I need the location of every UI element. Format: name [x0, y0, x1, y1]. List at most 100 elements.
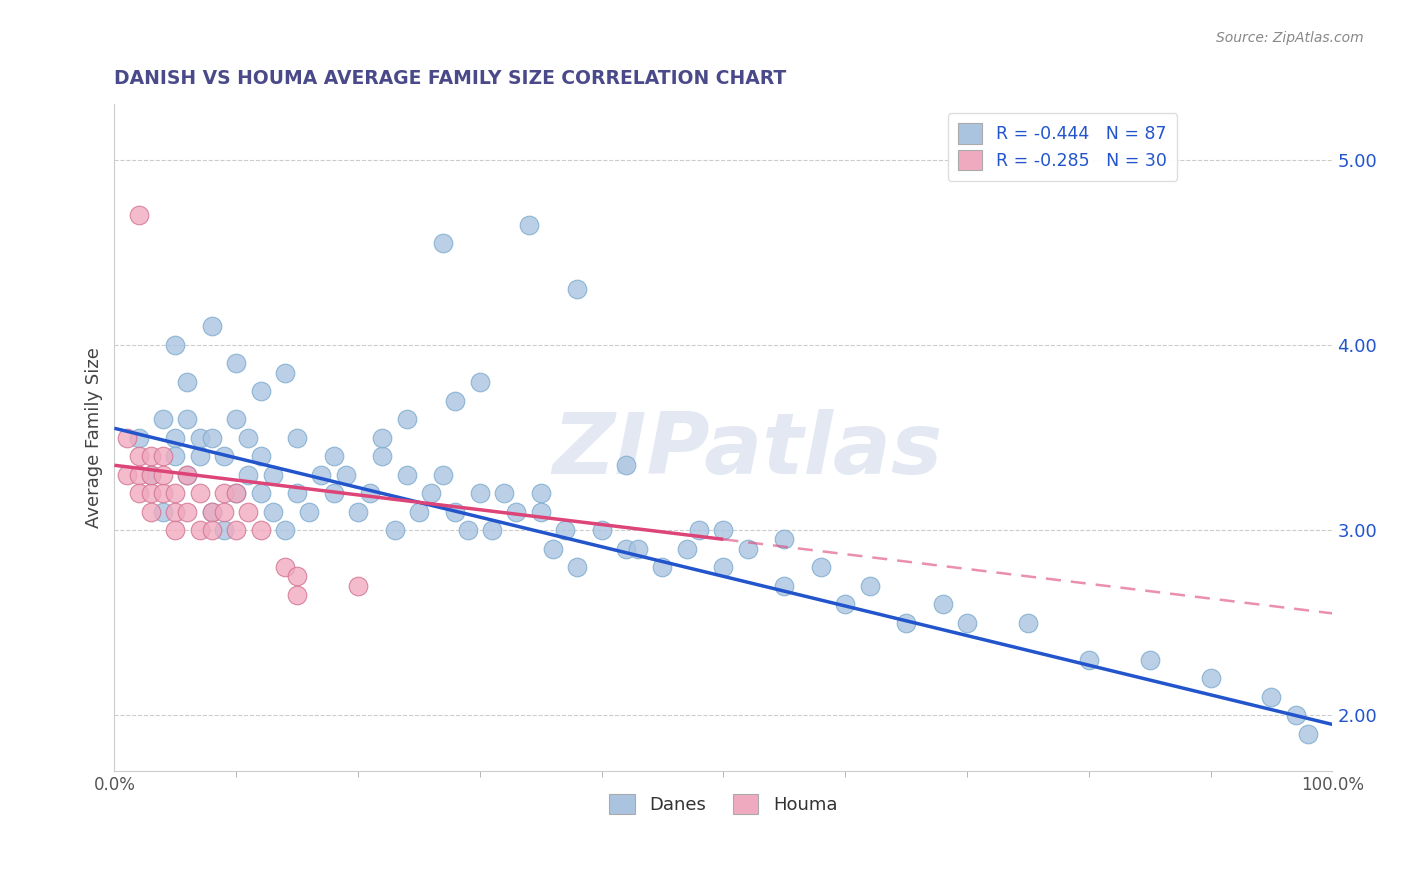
- Point: [165, 430, 187, 444]
- Point: [858, 579, 880, 593]
- Point: [347, 579, 370, 593]
- Point: [285, 486, 308, 500]
- Point: [432, 236, 454, 251]
- Point: [225, 486, 247, 500]
- Point: [371, 449, 394, 463]
- Point: [468, 375, 491, 389]
- Point: [444, 393, 467, 408]
- Point: [322, 486, 344, 500]
- Point: [115, 430, 138, 444]
- Point: [238, 467, 260, 482]
- Point: [201, 504, 224, 518]
- Point: [444, 504, 467, 518]
- Point: [614, 458, 637, 473]
- Point: [834, 597, 856, 611]
- Point: [420, 486, 443, 500]
- Point: [225, 412, 247, 426]
- Point: [139, 467, 162, 482]
- Point: [554, 523, 576, 537]
- Point: [165, 338, 187, 352]
- Point: [432, 467, 454, 482]
- Point: [810, 560, 832, 574]
- Point: [335, 467, 357, 482]
- Text: Source: ZipAtlas.com: Source: ZipAtlas.com: [1216, 31, 1364, 45]
- Point: [541, 541, 564, 556]
- Point: [711, 560, 734, 574]
- Point: [238, 430, 260, 444]
- Point: [931, 597, 953, 611]
- Point: [139, 449, 162, 463]
- Point: [201, 504, 224, 518]
- Point: [188, 449, 211, 463]
- Point: [176, 467, 198, 482]
- Point: [395, 412, 418, 426]
- Point: [347, 504, 370, 518]
- Point: [481, 523, 503, 537]
- Point: [152, 486, 174, 500]
- Point: [614, 541, 637, 556]
- Point: [1077, 653, 1099, 667]
- Point: [773, 533, 796, 547]
- Point: [139, 504, 162, 518]
- Point: [274, 523, 297, 537]
- Point: [457, 523, 479, 537]
- Point: [359, 486, 381, 500]
- Point: [737, 541, 759, 556]
- Point: [298, 504, 321, 518]
- Point: [688, 523, 710, 537]
- Point: [408, 504, 430, 518]
- Point: [249, 523, 271, 537]
- Point: [249, 486, 271, 500]
- Point: [188, 486, 211, 500]
- Text: DANISH VS HOUMA AVERAGE FAMILY SIZE CORRELATION CHART: DANISH VS HOUMA AVERAGE FAMILY SIZE CORR…: [114, 69, 787, 87]
- Point: [494, 486, 516, 500]
- Legend: Danes, Houma: Danes, Houma: [602, 787, 845, 822]
- Point: [468, 486, 491, 500]
- Point: [1260, 690, 1282, 704]
- Point: [188, 523, 211, 537]
- Point: [225, 486, 247, 500]
- Point: [530, 504, 553, 518]
- Point: [371, 430, 394, 444]
- Point: [1139, 653, 1161, 667]
- Point: [322, 449, 344, 463]
- Point: [591, 523, 613, 537]
- Point: [311, 467, 333, 482]
- Point: [567, 282, 589, 296]
- Point: [274, 560, 297, 574]
- Point: [165, 504, 187, 518]
- Point: [627, 541, 650, 556]
- Point: [201, 319, 224, 334]
- Point: [238, 504, 260, 518]
- Point: [165, 449, 187, 463]
- Point: [285, 588, 308, 602]
- Point: [128, 467, 150, 482]
- Y-axis label: Average Family Size: Average Family Size: [86, 347, 103, 528]
- Point: [212, 449, 235, 463]
- Point: [128, 486, 150, 500]
- Point: [201, 523, 224, 537]
- Point: [176, 375, 198, 389]
- Point: [262, 504, 284, 518]
- Point: [188, 430, 211, 444]
- Point: [165, 486, 187, 500]
- Point: [517, 218, 540, 232]
- Point: [212, 486, 235, 500]
- Point: [530, 486, 553, 500]
- Point: [176, 504, 198, 518]
- Point: [505, 504, 527, 518]
- Point: [128, 208, 150, 222]
- Point: [176, 467, 198, 482]
- Point: [773, 579, 796, 593]
- Text: ZIPatlas: ZIPatlas: [553, 409, 943, 492]
- Point: [249, 384, 271, 399]
- Point: [212, 504, 235, 518]
- Point: [384, 523, 406, 537]
- Point: [1199, 671, 1222, 685]
- Point: [115, 467, 138, 482]
- Point: [152, 467, 174, 482]
- Point: [139, 467, 162, 482]
- Point: [395, 467, 418, 482]
- Point: [894, 615, 917, 630]
- Point: [285, 569, 308, 583]
